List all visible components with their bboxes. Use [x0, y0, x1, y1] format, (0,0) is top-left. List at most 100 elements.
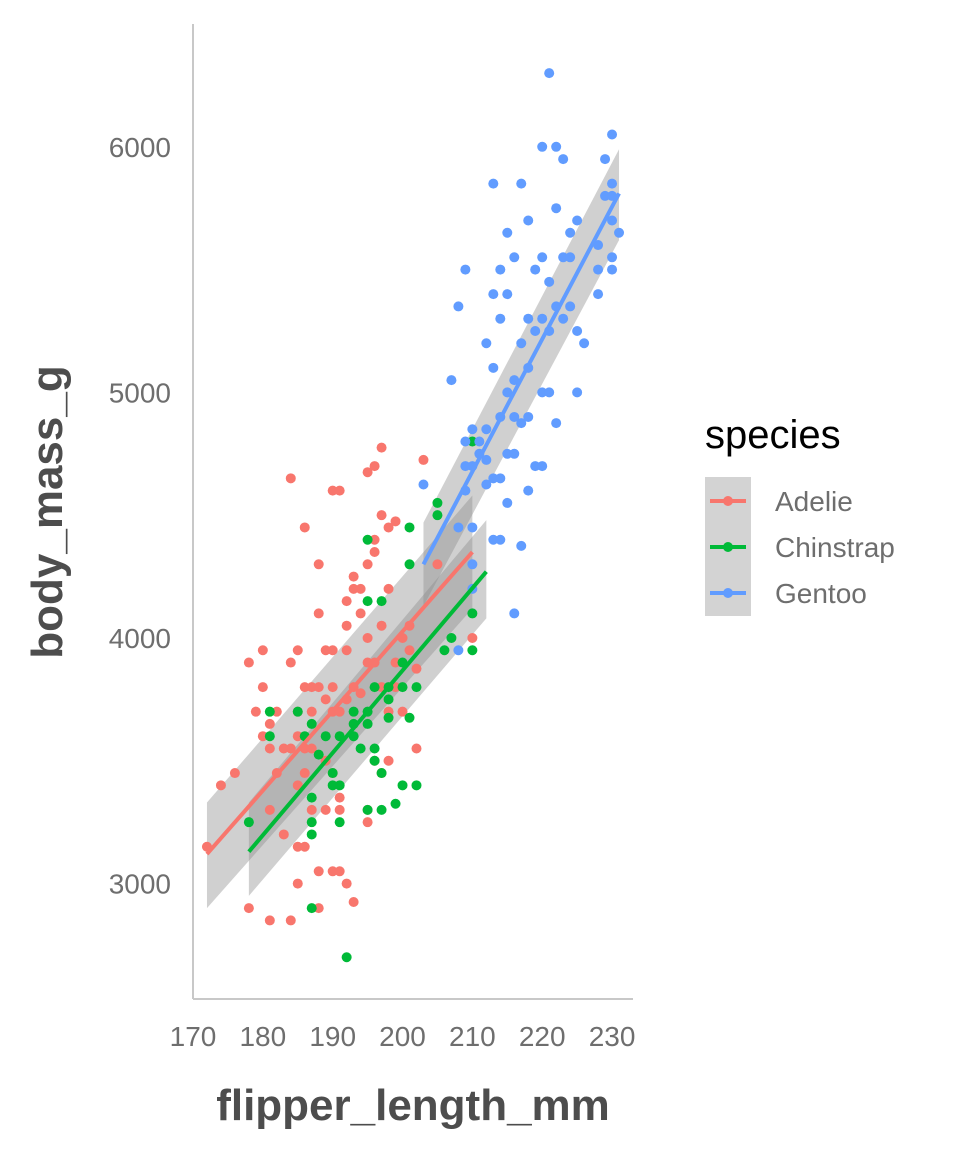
adelie-point: [243, 903, 254, 914]
chinstrap-point: [362, 534, 373, 545]
chinstrap-point: [292, 706, 303, 717]
x-tick-label: 220: [519, 1021, 566, 1052]
gentoo-point: [418, 479, 429, 490]
gentoo-point: [523, 485, 534, 496]
legend: species Adelie Chinstrap Gentoo: [705, 413, 895, 616]
gentoo-point: [530, 461, 541, 472]
gentoo-point: [474, 436, 485, 447]
gentoo-point: [495, 534, 506, 545]
gentoo-point: [565, 301, 576, 312]
gentoo-point: [488, 178, 499, 189]
adelie-point: [334, 792, 345, 803]
gentoo-point: [467, 424, 478, 435]
chinstrap-point: [397, 682, 408, 693]
chinstrap-point: [439, 645, 450, 656]
gentoo-legend-label: Gentoo: [775, 578, 867, 609]
adelie-point: [327, 682, 338, 693]
adelie-legend-label: Adelie: [775, 486, 853, 517]
chinstrap-point: [397, 780, 408, 791]
adelie-point: [341, 878, 352, 889]
gentoo-point: [523, 215, 534, 226]
chinstrap-point: [383, 712, 394, 723]
gentoo-point: [530, 264, 541, 275]
chinstrap-point: [411, 780, 422, 791]
chinstrap-point: [369, 755, 380, 766]
adelie-point: [278, 743, 289, 754]
chinstrap-point: [348, 706, 359, 717]
gentoo-point: [523, 411, 534, 422]
gentoo-point: [544, 387, 555, 398]
adelie-point: [334, 706, 345, 717]
gentoo-point: [481, 338, 492, 349]
adelie-point: [299, 522, 310, 533]
gentoo-point: [593, 240, 604, 251]
gentoo-point: [495, 473, 506, 484]
y-tick-label: 4000: [109, 623, 171, 654]
gentoo-point: [495, 313, 506, 324]
chinstrap-point: [306, 792, 317, 803]
adelie-point: [383, 583, 394, 594]
gentoo-point: [551, 141, 562, 152]
chinstrap-point: [320, 731, 331, 742]
chinstrap-point: [376, 768, 387, 779]
adelie-point: [369, 547, 380, 558]
gentoo-point: [572, 215, 583, 226]
adelie-point: [306, 682, 317, 693]
gentoo-point: [579, 338, 590, 349]
chinstrap-point: [369, 743, 380, 754]
adelie-point: [376, 442, 387, 453]
adelie-point: [299, 768, 310, 779]
gentoo-point: [565, 227, 576, 238]
adelie-point: [334, 804, 345, 815]
gentoo-point: [607, 215, 618, 226]
x-tick-label: 180: [239, 1021, 286, 1052]
gentoo-point: [488, 289, 499, 300]
chinstrap-point: [327, 780, 338, 791]
y-tick-label: 5000: [109, 377, 171, 408]
x-tick-label: 170: [170, 1021, 217, 1052]
adelie-point: [292, 645, 303, 656]
adelie-point: [292, 731, 303, 742]
gentoo-point: [551, 203, 562, 214]
gentoo-point: [558, 154, 569, 165]
adelie-point: [264, 718, 275, 729]
y-tick-label: 3000: [109, 869, 171, 900]
gentoo-point: [537, 141, 548, 152]
gentoo-point: [488, 534, 499, 545]
adelie-point: [376, 510, 387, 521]
adelie-point: [341, 645, 352, 656]
chinstrap-point: [467, 645, 478, 656]
adelie-point: [264, 804, 275, 815]
adelie-point: [362, 559, 373, 570]
gentoo-point: [453, 645, 464, 656]
chinstrap-point: [243, 817, 254, 828]
adelie-point: [362, 632, 373, 643]
adelie-point: [383, 522, 394, 533]
adelie-point: [292, 780, 303, 791]
adelie-point: [313, 903, 324, 914]
gentoo-point: [607, 252, 618, 263]
gentoo-point: [460, 264, 471, 275]
gentoo-point: [460, 461, 471, 472]
adelie-point: [355, 583, 366, 594]
adelie-point: [313, 559, 324, 570]
adelie-point: [320, 645, 331, 656]
gentoo-point: [467, 522, 478, 533]
chinstrap-point: [306, 903, 317, 914]
adelie-point: [215, 780, 226, 791]
chinstrap-point: [362, 718, 373, 729]
gentoo-legend-key-point: [723, 588, 733, 598]
gentoo-point: [537, 387, 548, 398]
gentoo-point: [516, 418, 527, 429]
adelie-point: [313, 866, 324, 877]
adelie-point: [362, 817, 373, 828]
gentoo-point: [509, 448, 520, 459]
adelie-point: [341, 620, 352, 631]
adelie-point: [313, 682, 324, 693]
adelie-point: [306, 743, 317, 754]
chinstrap-point: [362, 596, 373, 607]
adelie-point: [362, 657, 373, 668]
gentoo-point: [600, 154, 611, 165]
adelie-point: [229, 768, 240, 779]
adelie-point: [243, 657, 254, 668]
